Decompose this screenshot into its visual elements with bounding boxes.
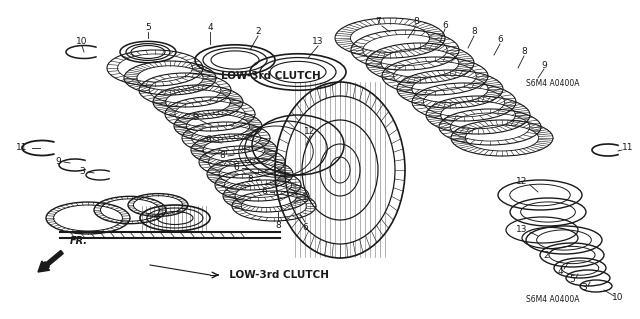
Text: 5: 5 — [145, 24, 151, 33]
FancyArrow shape — [38, 250, 63, 272]
Text: 12: 12 — [516, 177, 528, 187]
Text: 6: 6 — [233, 164, 239, 173]
Text: LOW-3rd CLUTCH: LOW-3rd CLUTCH — [221, 71, 321, 81]
Text: 11: 11 — [622, 144, 634, 152]
Text: LOW-3rd CLUTCH: LOW-3rd CLUTCH — [222, 270, 329, 280]
Text: 3: 3 — [581, 284, 587, 293]
Text: 13: 13 — [312, 38, 324, 47]
Text: FR.: FR. — [70, 236, 88, 246]
Text: S6M4 A0400A: S6M4 A0400A — [526, 79, 580, 88]
Text: 2: 2 — [543, 250, 549, 259]
Text: 5: 5 — [569, 276, 575, 285]
Text: 8: 8 — [521, 48, 527, 56]
Text: 9: 9 — [541, 61, 547, 70]
Text: 6: 6 — [205, 136, 211, 145]
Text: 8: 8 — [471, 27, 477, 36]
Text: 7: 7 — [375, 18, 381, 26]
Text: 2: 2 — [255, 27, 261, 36]
Text: 3: 3 — [79, 167, 85, 176]
Text: 12: 12 — [304, 128, 316, 137]
Text: 10: 10 — [612, 293, 624, 302]
Text: 8: 8 — [219, 151, 225, 160]
Text: 4: 4 — [207, 24, 213, 33]
Text: 8: 8 — [275, 220, 281, 229]
Text: 6: 6 — [442, 20, 448, 29]
Text: 13: 13 — [516, 226, 528, 234]
Text: 8: 8 — [247, 175, 253, 184]
Text: 8: 8 — [192, 114, 198, 122]
Text: 9: 9 — [55, 158, 61, 167]
Text: 6: 6 — [497, 35, 503, 44]
Text: S6M4 A0400A: S6M4 A0400A — [526, 295, 579, 305]
Text: 4: 4 — [557, 268, 563, 277]
Text: 6: 6 — [261, 188, 267, 197]
Text: 8: 8 — [413, 18, 419, 26]
Text: 11: 11 — [16, 144, 28, 152]
Text: 10: 10 — [76, 38, 88, 47]
Text: 1: 1 — [302, 194, 308, 203]
Text: 6: 6 — [302, 224, 308, 233]
